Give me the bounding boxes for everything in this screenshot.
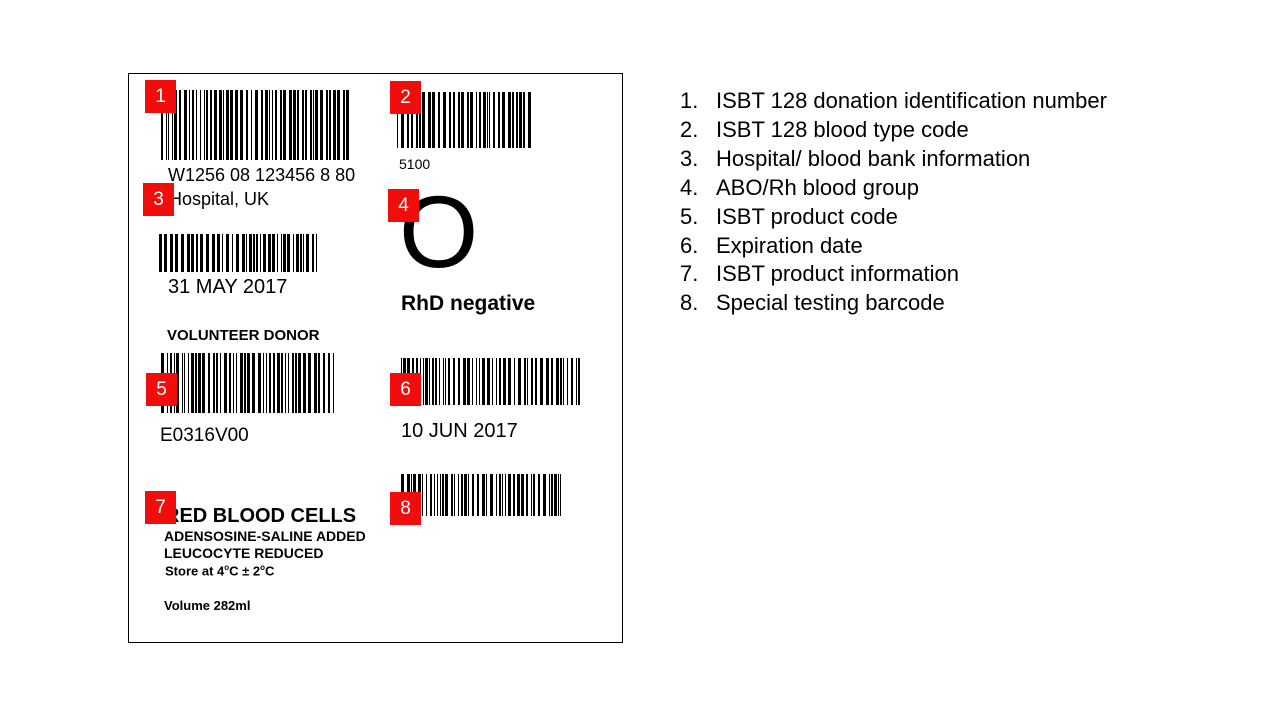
product-code-barcode — [161, 353, 334, 413]
legend-item: 1. ISBT 128 donation identification numbe… — [680, 88, 1107, 113]
collection-date-barcode — [159, 234, 317, 272]
volume: Volume 282ml — [164, 598, 251, 613]
legend-item: 8. Special testing barcode — [680, 290, 945, 316]
blood-bag-label: W1256 08 123456 8 80 Hospital, UK 31 MAY… — [128, 73, 623, 643]
storage-instruction: Store at 4oC ± 2oC — [165, 563, 275, 579]
badge-7: 7 — [145, 491, 176, 524]
badge-1: 1 — [145, 80, 176, 113]
badge-2: 2 — [390, 81, 421, 114]
badge-6: 6 — [390, 373, 421, 406]
blood-type-code: 5100 — [399, 156, 431, 172]
rh-factor: RhD negative — [401, 292, 536, 315]
badge-8: 8 — [390, 492, 421, 525]
donation-id-barcode — [161, 90, 349, 160]
legend-item: 5. ISBT product code — [680, 203, 898, 229]
badge-3: 3 — [143, 183, 174, 216]
legend-item: 6. Expiration date — [680, 232, 863, 258]
donation-id-number: W1256 08 123456 8 80 — [168, 165, 356, 185]
degree-sup: o — [224, 563, 230, 572]
collection-date: 31 MAY 2017 — [168, 276, 288, 298]
product-additive: ADENSOSINE-SALINE ADDED — [164, 528, 366, 544]
expiry-date-barcode — [401, 358, 580, 405]
product-code: E0316V00 — [160, 425, 249, 446]
legend-item: 7. ISBT product information — [680, 261, 959, 287]
legend-list: 1. ISBT 128 donation identification numbe… — [680, 87, 1107, 318]
blood-type-barcode — [397, 92, 531, 148]
legend-item: 2. ISBT 128 blood type code — [680, 116, 969, 142]
donor-type: VOLUNTEER DONOR — [167, 327, 320, 344]
special-testing-barcode — [401, 474, 561, 516]
legend-item: 4. ABO/Rh blood group — [680, 174, 920, 200]
hospital-name: Hospital, UK — [169, 189, 270, 209]
badge-5: 5 — [146, 373, 177, 406]
badge-4: 4 — [388, 189, 419, 222]
legend-item: 3. Hospital/ blood bank information — [680, 145, 1031, 171]
product-processing: LEUCOCYTE REDUCED — [164, 545, 324, 561]
expiry-date: 10 JUN 2017 — [401, 420, 518, 442]
product-name: RED BLOOD CELLS — [165, 505, 357, 527]
degree-sup: o — [260, 563, 266, 572]
